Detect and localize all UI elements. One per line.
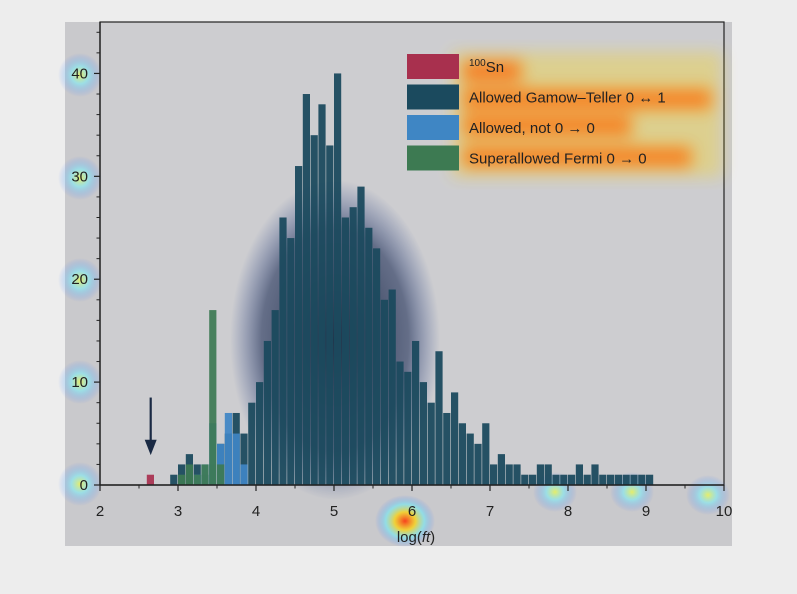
- x-tick-label: 9: [642, 503, 650, 520]
- bar: [536, 464, 544, 485]
- bar: [209, 310, 217, 485]
- bar: [349, 207, 357, 485]
- x-tick-label: 5: [330, 503, 338, 520]
- bar: [607, 474, 615, 485]
- bar: [224, 412, 232, 485]
- x-tick-label: 6: [408, 503, 416, 520]
- bar: [271, 310, 279, 485]
- bar: [490, 464, 498, 485]
- annotation-arrow: [144, 397, 157, 456]
- bar: [318, 104, 326, 485]
- x-axis-title: log(ft): [397, 529, 435, 546]
- legend: 100Sn Allowed Gamow–Teller 0 ↔ 1 Allowed, …: [407, 54, 666, 171]
- bar: [646, 474, 654, 485]
- y-tick-label: 10: [71, 374, 88, 391]
- bar: [622, 474, 630, 485]
- bar: [170, 474, 178, 485]
- x-tick-label: 4: [252, 503, 260, 520]
- bar: [240, 433, 248, 485]
- x-tick-label: 7: [486, 503, 494, 520]
- bar: [396, 361, 404, 485]
- bar: [412, 340, 420, 485]
- bar: [529, 474, 537, 485]
- axes: 2 3 4 5 6 7 8 9 10 0 10 20 30 40: [71, 22, 732, 520]
- bar: [575, 464, 583, 485]
- x-tick-label: 8: [564, 503, 572, 520]
- bar: [326, 145, 334, 485]
- legend-label: Superallowed Fermi 0 → 0: [469, 151, 647, 168]
- bar: [552, 474, 560, 485]
- bar: [458, 423, 466, 485]
- legend-swatch: [407, 115, 459, 140]
- bar: [380, 299, 388, 485]
- bar: [256, 382, 264, 485]
- x-tick-label: 2: [96, 503, 104, 520]
- x-tick-label: 3: [174, 503, 182, 520]
- bar: [497, 454, 505, 485]
- bar: [544, 464, 552, 485]
- bar: [365, 227, 373, 485]
- bar: [513, 464, 521, 485]
- bar: [217, 464, 225, 485]
- bar: [302, 94, 310, 486]
- bar: [287, 238, 295, 485]
- legend-swatch: [407, 54, 459, 79]
- y-tick-label: 30: [71, 168, 88, 185]
- bar: [474, 443, 482, 485]
- bar: [466, 433, 474, 485]
- bar: [404, 371, 412, 485]
- bar: [217, 443, 225, 485]
- bar: [591, 464, 599, 485]
- bar: [568, 474, 576, 485]
- y-tick-label: 20: [71, 271, 88, 288]
- legend-swatch: [407, 145, 459, 171]
- bar: [193, 474, 201, 485]
- legend-label: Allowed, not 0 → 0: [469, 120, 595, 137]
- bar: [178, 474, 186, 485]
- bar: [263, 340, 271, 485]
- bar: [388, 289, 396, 485]
- bar: [630, 474, 638, 485]
- y-tick-label: 0: [80, 477, 88, 494]
- bar: [248, 402, 256, 485]
- bar: [521, 474, 529, 485]
- histogram-bars: [146, 73, 654, 486]
- bar: [201, 464, 209, 485]
- bar: [614, 474, 622, 485]
- x-tick-label: 10: [716, 503, 733, 520]
- bar: [451, 392, 459, 485]
- bar: [599, 474, 607, 485]
- bar: [279, 217, 287, 486]
- bar: [295, 166, 303, 486]
- y-tick-label: 40: [71, 65, 88, 82]
- bar: [443, 412, 451, 485]
- bar: [583, 474, 591, 485]
- bar: [505, 464, 513, 485]
- bar: [482, 423, 490, 485]
- bar: [341, 217, 349, 486]
- bar: [185, 464, 193, 485]
- bar: [560, 474, 568, 485]
- legend-label: 100Sn: [469, 58, 504, 76]
- bar: [435, 351, 443, 485]
- bar: [419, 382, 427, 485]
- bar: [357, 186, 365, 485]
- bar: [146, 474, 154, 485]
- bar: [310, 135, 318, 485]
- bar: [334, 73, 342, 485]
- bar: [373, 248, 381, 485]
- legend-label: Allowed Gamow–Teller 0 ↔ 1: [469, 90, 666, 107]
- legend-swatch: [407, 84, 459, 110]
- bar: [638, 474, 646, 485]
- bar: [232, 433, 240, 485]
- bar: [427, 402, 435, 485]
- bar: [240, 464, 248, 485]
